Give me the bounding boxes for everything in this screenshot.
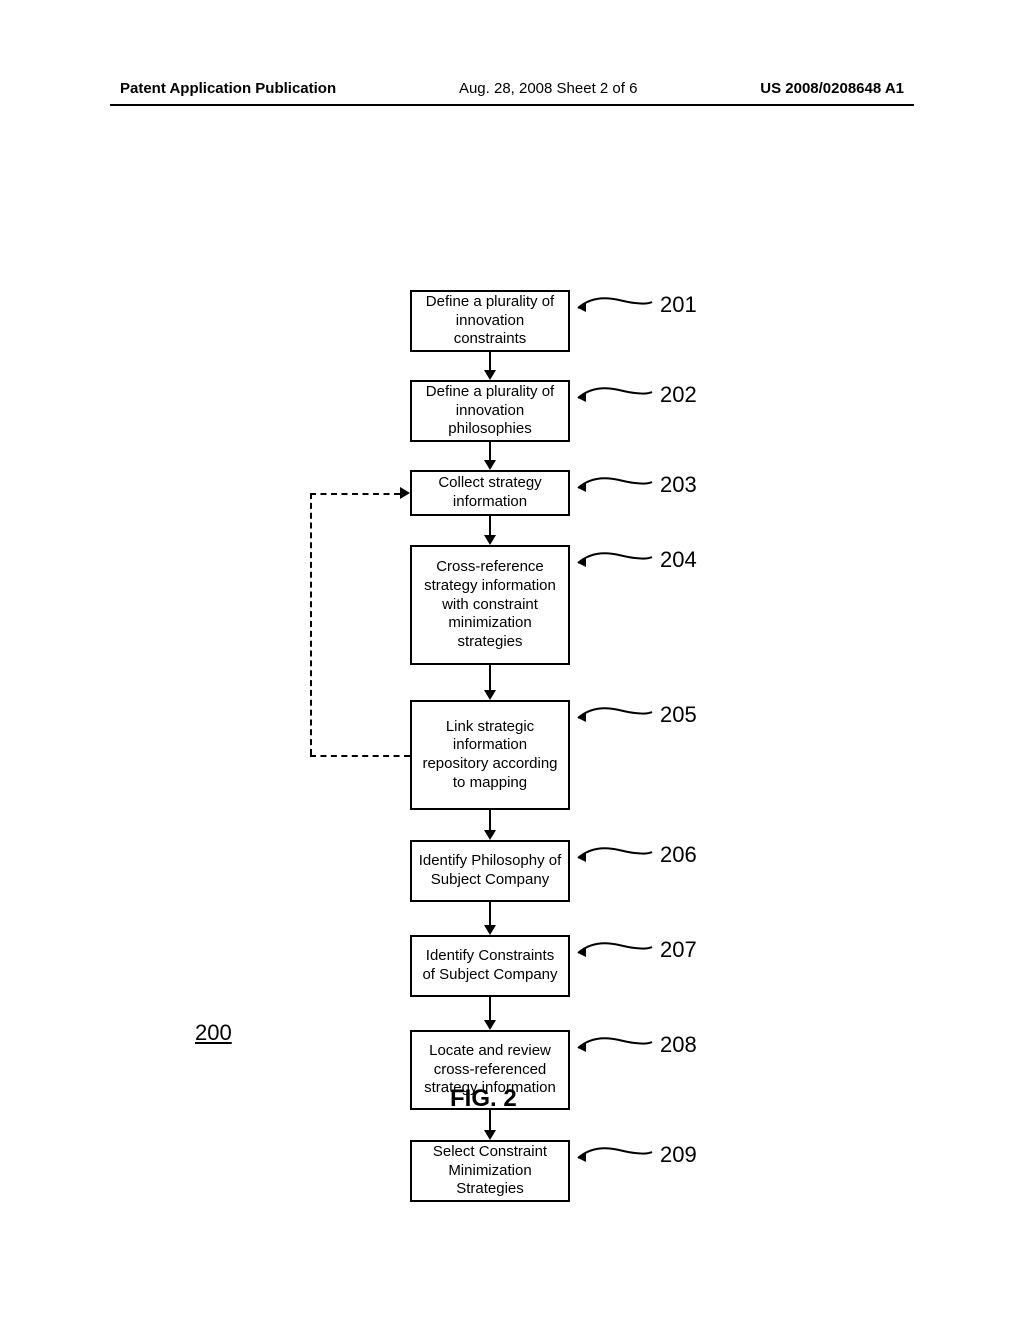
flow-step-text: Link strategic information repository ac…	[418, 718, 562, 793]
header-rule	[110, 104, 914, 106]
flow-step: Identify Constraints of Subject Company	[410, 935, 570, 997]
flow-step-text: Cross-reference strategy information wit…	[418, 558, 562, 652]
figure-ref-200: 200	[195, 1020, 232, 1046]
arrow-connector	[489, 442, 491, 460]
arrow-head-icon	[484, 370, 496, 380]
feedback-arrow-head-icon	[400, 487, 410, 499]
flow-step: Collect strategy information	[410, 470, 570, 516]
feedback-dash	[310, 493, 312, 755]
leader-line	[574, 380, 654, 406]
flow-step-text: Define a plurality of innovation constra…	[418, 293, 562, 349]
leader-line	[574, 470, 654, 496]
leader-line	[574, 935, 654, 961]
ref-label: 205	[660, 702, 697, 728]
flow-step: Select Constraint Minimization Strategie…	[410, 1140, 570, 1202]
arrow-head-icon	[484, 535, 496, 545]
arrow-connector	[489, 352, 491, 370]
ref-label: 204	[660, 547, 697, 573]
flow-step: Define a plurality of innovation constra…	[410, 290, 570, 352]
flow-step-text: Identify Constraints of Subject Company	[418, 947, 562, 985]
leader-line	[574, 1140, 654, 1166]
ref-label: 208	[660, 1032, 697, 1058]
docnum-label: US 2008/0208648 A1	[760, 80, 904, 97]
ref-label: 209	[660, 1142, 697, 1168]
publication-label: Patent Application Publication	[120, 80, 336, 97]
leader-line	[574, 1030, 654, 1056]
arrow-connector	[489, 665, 491, 690]
ref-label: 206	[660, 842, 697, 868]
leader-line	[574, 700, 654, 726]
flow-step: Identify Philosophy of Subject Company	[410, 840, 570, 902]
flow-step-text: Define a plurality of innovation philoso…	[418, 383, 562, 439]
arrow-head-icon	[484, 690, 496, 700]
arrow-connector	[489, 997, 491, 1020]
page-header: Patent Application Publication Aug. 28, …	[0, 80, 1024, 97]
flow-step: Define a plurality of innovation philoso…	[410, 380, 570, 442]
flow-step-text: Select Constraint Minimization Strategie…	[418, 1143, 562, 1199]
arrow-connector	[489, 1110, 491, 1130]
ref-label: 207	[660, 937, 697, 963]
arrow-head-icon	[484, 830, 496, 840]
leader-line	[574, 290, 654, 316]
flow-step-text: Collect strategy information	[418, 474, 562, 512]
arrow-connector	[489, 516, 491, 535]
arrow-head-icon	[484, 925, 496, 935]
arrow-head-icon	[484, 460, 496, 470]
feedback-dash	[310, 493, 400, 495]
flow-step: Cross-reference strategy information wit…	[410, 545, 570, 665]
figure-number-label: FIG. 2	[450, 1085, 517, 1113]
feedback-dash	[310, 755, 410, 757]
flow-step-text: Identify Philosophy of Subject Company	[418, 852, 562, 890]
arrow-connector	[489, 810, 491, 830]
leader-line	[574, 840, 654, 866]
ref-label: 201	[660, 292, 697, 318]
flow-step: Link strategic information repository ac…	[410, 700, 570, 810]
ref-label: 202	[660, 382, 697, 408]
arrow-connector	[489, 902, 491, 925]
date-sheet-label: Aug. 28, 2008 Sheet 2 of 6	[459, 80, 637, 97]
arrow-head-icon	[484, 1130, 496, 1140]
ref-label: 203	[660, 472, 697, 498]
leader-line	[574, 545, 654, 571]
arrow-head-icon	[484, 1020, 496, 1030]
